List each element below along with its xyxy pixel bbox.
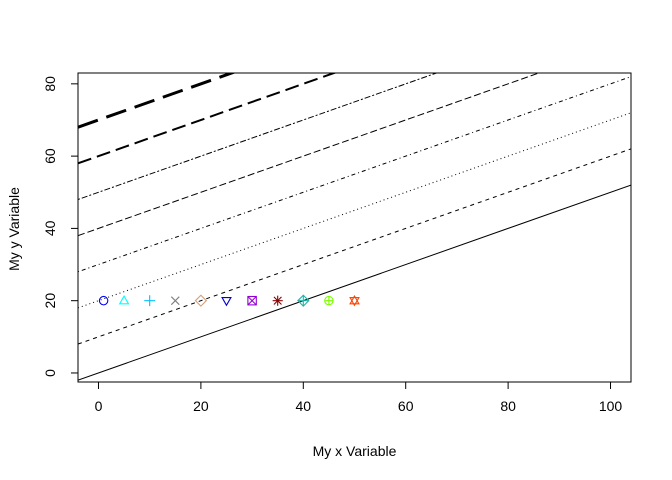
point-asterisk [272,295,283,306]
point-diamond-part [194,294,208,307]
series-line-2 [78,148,631,345]
y-axis-label: My y Variable [6,187,22,271]
point-triangle-down-part [221,296,232,307]
point-triangle-down [221,296,232,307]
point-diamond-plus [297,294,310,307]
point-circle-plus [324,295,334,306]
point-triangle-part [349,294,360,305]
point-square-cross [247,295,257,306]
plot-frame [77,72,632,383]
y-tick-label: 0 [42,369,58,377]
x-tick-label: 0 [95,398,103,414]
x-tick-label: 20 [193,398,209,414]
point-triangle [118,294,130,305]
x-tick-label: 80 [500,398,516,414]
x-tick-label: 100 [599,398,623,414]
series-line-8 [78,73,237,129]
x-axis-label: My x Variable [313,443,397,459]
series-points [98,294,360,307]
series-line-1 [78,184,631,381]
point-cross-b [247,296,257,306]
point-star-of-david [349,294,360,307]
point-cross-b [170,296,180,306]
series-line-5 [78,73,541,237]
y-tick-label: 60 [42,148,58,164]
point-triangle-part [118,294,130,305]
y-tick-label: 40 [42,220,58,236]
point-circle [98,295,109,306]
point-triangle-down-part [349,296,360,307]
y-tick-label: 20 [42,293,58,309]
point-cross [170,296,180,306]
point-square-part [247,295,257,306]
series-line-6 [78,73,438,200]
series-lines [78,73,631,381]
series-line-3 [78,112,631,309]
y-tick-label: 80 [42,76,58,92]
point-cross-b [273,296,282,305]
x-tick-label: 60 [398,398,414,414]
series-line-4 [78,76,631,273]
axes: 0 20 40 60 80 100 0 20 40 60 80 [42,76,622,414]
point-plus [144,295,156,307]
point-circle-part [98,295,109,306]
series-line-7 [78,73,338,165]
point-diamond [194,294,208,307]
x-tick-label: 40 [296,398,312,414]
